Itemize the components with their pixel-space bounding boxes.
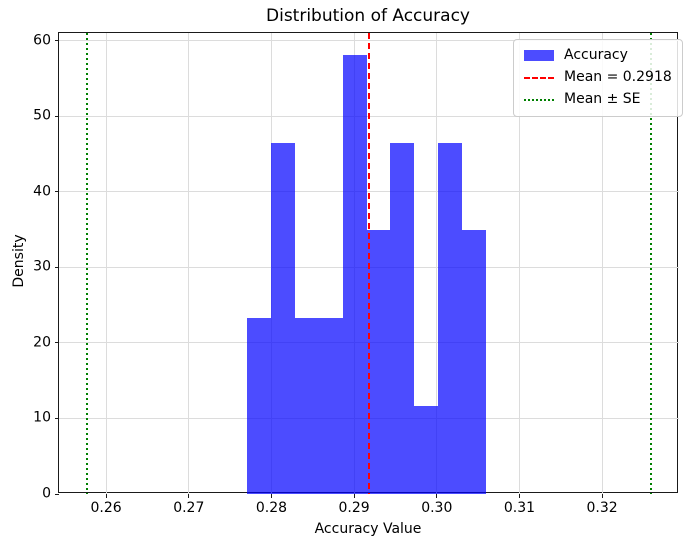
histogram-bar xyxy=(462,230,487,494)
y-tick-label: 30 xyxy=(33,258,51,275)
x-tick xyxy=(270,494,272,498)
histogram-bar xyxy=(366,230,391,494)
x-tick-label: 0.31 xyxy=(503,500,536,516)
histogram-bar xyxy=(270,142,295,494)
y-tick xyxy=(55,417,59,419)
y-tick-label: 0 xyxy=(42,485,51,502)
y-tick xyxy=(55,115,59,117)
x-tick xyxy=(601,494,603,498)
x-tick-label: 0.29 xyxy=(338,500,370,516)
x-tick xyxy=(518,494,520,498)
histogram-bar xyxy=(318,318,343,494)
x-axis-label: Accuracy Value xyxy=(314,521,422,537)
legend-entry-accuracy: Accuracy xyxy=(524,48,672,63)
x-tick xyxy=(105,494,107,498)
gridline-vertical xyxy=(105,33,107,494)
gridline-vertical xyxy=(188,33,190,494)
legend-label-mean: Mean = 0.2918 xyxy=(564,69,672,85)
mean-dashed-line-swatch xyxy=(524,76,554,79)
histogram-bar xyxy=(438,142,463,494)
x-tick xyxy=(188,494,190,498)
y-tick-label: 50 xyxy=(33,107,51,124)
histogram-bar xyxy=(294,318,319,494)
y-tick-label: 60 xyxy=(33,32,51,49)
chart-title: Distribution of Accuracy xyxy=(266,6,470,26)
legend: Accuracy Mean = 0.2918 Mean ± SE xyxy=(513,39,683,117)
gridline-vertical xyxy=(436,33,438,494)
se-line xyxy=(86,33,88,494)
mean-line xyxy=(368,33,370,494)
gridline-vertical xyxy=(601,33,603,494)
x-tick xyxy=(353,494,355,498)
y-tick xyxy=(55,266,59,268)
y-tick-label: 10 xyxy=(33,409,51,426)
histogram-bar xyxy=(414,406,439,494)
accuracy-patch-swatch xyxy=(524,50,554,61)
y-tick-label: 40 xyxy=(33,183,51,200)
y-tick xyxy=(55,191,59,193)
x-tick-label: 0.30 xyxy=(421,500,453,516)
y-tick-label: 20 xyxy=(33,334,51,351)
histogram-bar xyxy=(342,54,367,494)
y-tick xyxy=(55,40,59,42)
x-tick-label: 0.28 xyxy=(255,500,288,516)
y-axis-label: Density xyxy=(11,234,27,288)
se-line xyxy=(650,33,652,494)
y-tick xyxy=(55,342,59,344)
x-tick-label: 0.26 xyxy=(90,500,122,516)
legend-label-se: Mean ± SE xyxy=(564,91,641,107)
x-tick-label: 0.27 xyxy=(173,500,205,516)
histogram-bar xyxy=(246,318,271,494)
y-tick xyxy=(55,493,59,495)
legend-label-accuracy: Accuracy xyxy=(564,47,628,63)
gridline-vertical xyxy=(518,33,520,494)
x-tick xyxy=(436,494,438,498)
x-tick-label: 0.32 xyxy=(586,500,618,516)
histogram-bar xyxy=(390,142,415,494)
legend-entry-se: Mean ± SE xyxy=(524,92,672,107)
legend-entry-mean: Mean = 0.2918 xyxy=(524,70,672,85)
se-dotted-line-swatch xyxy=(524,98,554,101)
